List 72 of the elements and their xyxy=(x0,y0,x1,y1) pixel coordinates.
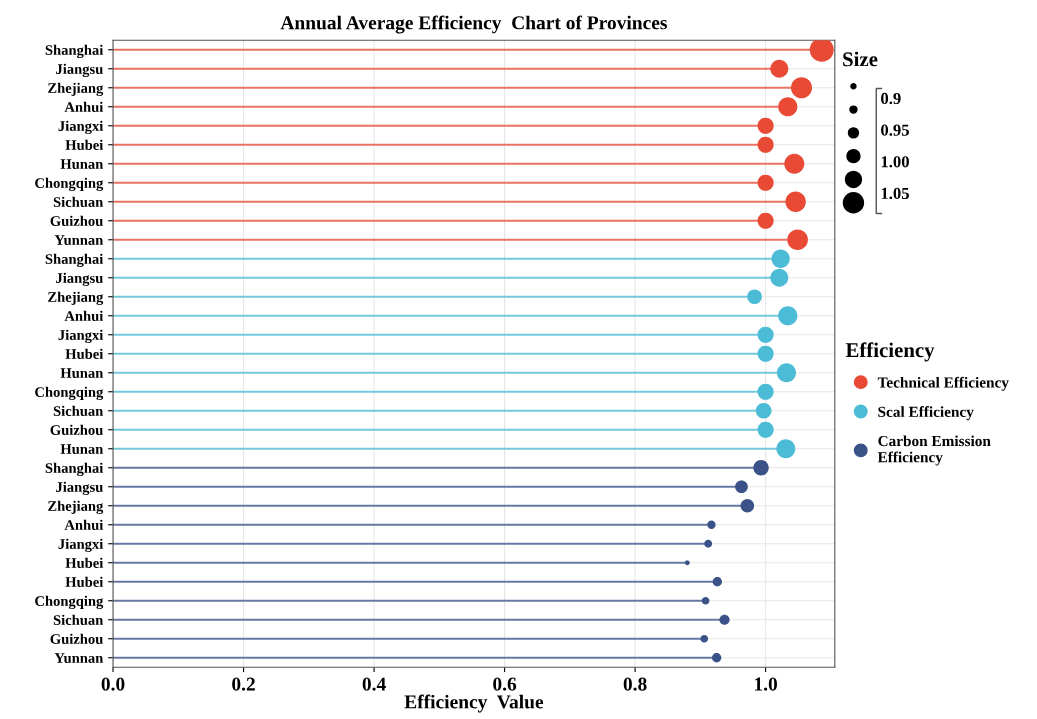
y-tick-label: Guizhou xyxy=(50,633,103,644)
y-tick-label: Anhui xyxy=(64,519,104,530)
y-tick-label: Hubei xyxy=(65,557,104,568)
x-tick-label: 0.8 xyxy=(623,677,647,691)
y-tick-label: Chongqing xyxy=(35,595,104,610)
y-tick-label: Jiangsu xyxy=(56,481,103,496)
text: Size xyxy=(843,51,878,67)
y-tick-label: Chongqing xyxy=(35,386,104,401)
legend-label: Scal Efficiency xyxy=(878,406,974,421)
y-tick-label: Hubei xyxy=(65,139,104,150)
y-tick-label: Jiangxi xyxy=(58,329,104,344)
y-tick-label: Anhui xyxy=(64,101,104,112)
y-tick-label: Shanghai xyxy=(45,253,104,268)
legend-title: Efficiency xyxy=(845,342,935,362)
point xyxy=(712,653,722,663)
legend-label: Carbon Emission Efficiency xyxy=(877,435,991,466)
y-tick-label: Guizhou xyxy=(50,215,103,226)
y-tick-label: Chongqing xyxy=(35,177,104,192)
x-tick-label: 0.6 xyxy=(493,677,517,691)
y-tick-label: Hunan xyxy=(60,368,104,378)
text: 1.05 xyxy=(881,187,909,200)
text: 0.9 xyxy=(881,92,901,105)
y-tick-label: Zhejiang xyxy=(48,500,104,515)
point xyxy=(778,97,798,117)
y-tick-label: Hubei xyxy=(65,576,104,587)
y-tick-label: Hubei xyxy=(65,348,104,359)
point xyxy=(755,402,772,419)
point xyxy=(784,153,805,174)
y-tick-label: Zhejiang xyxy=(48,82,104,97)
x-tick-label: 0.4 xyxy=(362,677,386,691)
point xyxy=(747,289,762,305)
text: 1.00 xyxy=(881,156,909,168)
point xyxy=(700,634,709,643)
y-tick-label: Zhejiang xyxy=(48,291,104,306)
y-tick-label: Sichuan xyxy=(53,614,104,625)
x-tick-label: 0.2 xyxy=(232,677,255,691)
chart-title: Annual Average Efficiency Chart of Provinces xyxy=(280,15,667,34)
y-tick-label: Jiangxi xyxy=(58,538,104,553)
y-tick-label: Shanghai xyxy=(45,44,104,59)
y-tick-label: Anhui xyxy=(64,310,104,321)
point xyxy=(770,59,789,78)
point xyxy=(704,539,713,548)
point xyxy=(719,614,730,625)
y-tick-label: Yunnan xyxy=(54,235,104,245)
point xyxy=(707,520,716,529)
point xyxy=(787,229,808,251)
text: 0.95 xyxy=(881,124,909,136)
y-tick-label: Sichuan xyxy=(53,196,104,207)
point xyxy=(701,596,710,605)
point xyxy=(785,191,806,212)
legend-label: Technical Efficiency xyxy=(877,376,1009,391)
point xyxy=(790,77,813,99)
point xyxy=(757,345,774,362)
y-tick-label: Guizhou xyxy=(50,424,103,435)
y-tick-label: Jiangsu xyxy=(56,63,103,78)
x-axis-title: Efficiency Value xyxy=(404,694,544,713)
y-tick-label: Hunan xyxy=(60,159,104,169)
y-tick-label: Sichuan xyxy=(53,405,104,416)
x-tick-label: 0.0 xyxy=(101,677,125,691)
point xyxy=(770,268,789,287)
y-tick-label: Jiangxi xyxy=(58,120,104,135)
y-tick-label: Shanghai xyxy=(45,462,104,477)
point xyxy=(757,421,774,438)
x-tick-label: 1.0 xyxy=(755,677,778,691)
y-tick-label: Yunnan xyxy=(54,653,104,663)
y-tick-label: Hunan xyxy=(60,444,104,454)
point xyxy=(771,249,790,268)
point xyxy=(757,383,774,400)
point xyxy=(757,326,774,343)
point xyxy=(712,577,722,587)
y-tick-label: Jiangsu xyxy=(56,272,103,287)
point xyxy=(809,40,834,62)
